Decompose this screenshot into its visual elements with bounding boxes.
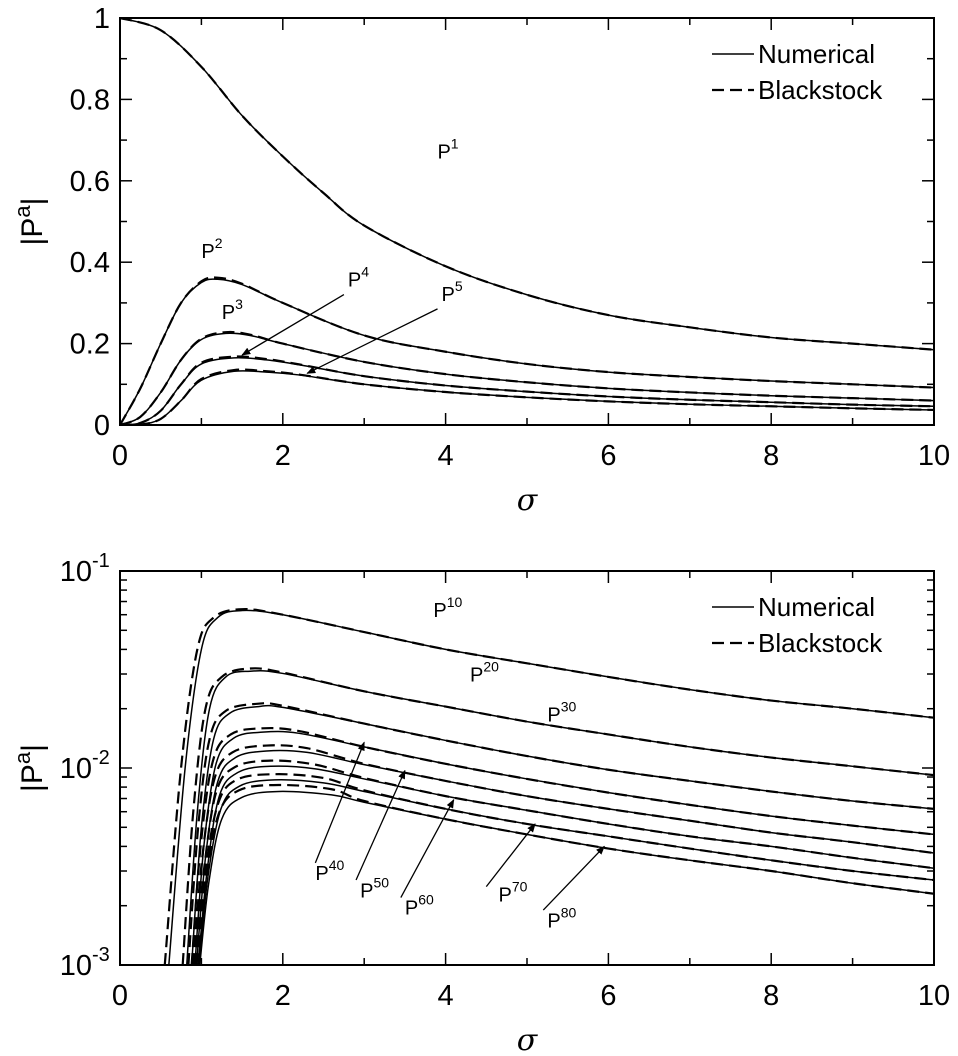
x-tick-label: 10 (918, 980, 950, 1012)
y-tick-label: 0.6 (70, 166, 110, 198)
y-axis-label-base: |P (16, 218, 49, 246)
annotation-p30: P30 (547, 699, 576, 727)
annotation-base: P (470, 664, 483, 686)
annotation-arrow (356, 771, 405, 880)
x-tick-label: 4 (438, 440, 454, 472)
x-tick-label: 2 (275, 440, 291, 472)
y-tick-label: 0.8 (70, 84, 110, 116)
x-tick-label: 4 (438, 980, 454, 1012)
annotation-base: P (315, 863, 328, 885)
y-axis-label-base: |P (16, 764, 49, 792)
x-axis-label: σ (517, 483, 539, 518)
annotation-superscript: 80 (561, 905, 577, 921)
annotation-p20: P20 (470, 658, 499, 686)
top-panel-linear: 0 2 4 6 8 10 0 0.2 0.4 0.6 0.8 1 σ |Pa| Numerical Black… (10, 3, 950, 518)
annotation-base: P (405, 898, 418, 920)
annotation-superscript: 40 (329, 857, 345, 873)
annotation-superscript: 70 (512, 879, 528, 895)
y-axis-label-superscript: a (10, 205, 35, 218)
annotation-base: P (222, 302, 235, 324)
series-line-p70-solid (199, 780, 934, 965)
annotation-base: P (348, 270, 361, 292)
annotation-base: P (437, 141, 450, 163)
annotation-p4: P4 (348, 264, 369, 292)
annotation-p5: P5 (442, 278, 463, 306)
x-tick-label: 0 (112, 440, 128, 472)
annotation-p70: P70 (499, 879, 528, 907)
annotation-superscript: 1 (451, 135, 459, 151)
annotation-p80: P80 (547, 905, 576, 933)
series-line-p50-solid (197, 750, 934, 965)
annotation-superscript: 4 (361, 264, 369, 280)
annotation-arrow (315, 742, 364, 863)
annotation-base: P (360, 881, 373, 903)
x-tick-label: 10 (918, 440, 950, 472)
y-tick-label-exponent: -3 (92, 944, 110, 966)
series-line-p60-solid (198, 766, 934, 965)
legend-numerical: Numerical (758, 39, 875, 69)
series-line-p30-dashed (188, 703, 934, 965)
y-tick-label: 0.2 (70, 329, 110, 361)
series-line-p50-dashed (193, 745, 934, 965)
annotation-superscript: 2 (215, 235, 223, 251)
y-tick-label-exponent: -2 (92, 747, 110, 769)
series-line-p80-dashed (197, 785, 934, 965)
annotation-arrow (401, 800, 454, 898)
annotation-arrow (543, 846, 604, 910)
legend-numerical: Numerical (758, 592, 875, 622)
series-line-p3-solid (120, 333, 934, 425)
series-line-p4-dashed (120, 356, 934, 425)
y-axis-label-superscript: a (10, 751, 35, 764)
annotation-superscript: 60 (418, 892, 434, 908)
annotation-superscript: 5 (455, 278, 463, 294)
x-axis-label: σ (517, 1023, 539, 1056)
y-axis-label-close: | (16, 198, 49, 206)
annotation-superscript: 20 (483, 658, 499, 674)
x-tick-label: 2 (275, 980, 291, 1012)
series-line-p60-dashed (195, 761, 934, 965)
series-line-p40-solid (195, 732, 934, 965)
annotation-base: P (201, 241, 214, 263)
x-tick-label: 6 (600, 980, 616, 1012)
series-line-p3-dashed (120, 332, 934, 425)
y-axis-label: |Pa| (10, 744, 49, 792)
x-tick-label: 6 (600, 440, 616, 472)
y-tick-label: 0 (94, 410, 110, 442)
annotation-p1: P1 (437, 135, 458, 163)
annotation-p60: P60 (405, 892, 434, 920)
annotation-p50: P50 (360, 875, 389, 903)
y-axis-label-close: | (16, 744, 49, 752)
y-tick-label: 0.4 (70, 247, 110, 279)
y-tick-label: 1 (94, 3, 110, 35)
annotation-superscript: 3 (235, 296, 243, 312)
annotation-base: P (433, 600, 446, 622)
annotation-p2: P2 (201, 235, 222, 263)
y-tick-label-base: 10 (60, 753, 92, 785)
annotation-arrow (486, 824, 535, 887)
annotation-base: P (547, 705, 560, 727)
y-tick-label-base: 10 (60, 556, 92, 588)
y-tick-label-base: 10 (60, 950, 92, 982)
series-line-p30-solid (192, 706, 934, 965)
annotation-superscript: 30 (561, 699, 577, 715)
annotation-superscript: 10 (447, 594, 463, 610)
annotation-base: P (442, 284, 455, 306)
annotation-base: P (499, 885, 512, 907)
annotation-base: P (547, 911, 560, 933)
y-tick-label-exponent: -1 (92, 550, 110, 572)
annotation-p40: P40 (315, 857, 344, 885)
annotation-p10: P10 (433, 594, 462, 622)
x-tick-label: 0 (112, 980, 128, 1012)
x-tick-label: 8 (763, 440, 779, 472)
legend-blackstock: Blackstock (758, 628, 883, 658)
annotation-p3: P3 (222, 296, 243, 324)
annotation-superscript: 50 (373, 875, 389, 891)
legend-blackstock: Blackstock (758, 75, 883, 105)
y-axis-label: |Pa| (10, 198, 49, 246)
x-tick-label: 8 (763, 980, 779, 1012)
